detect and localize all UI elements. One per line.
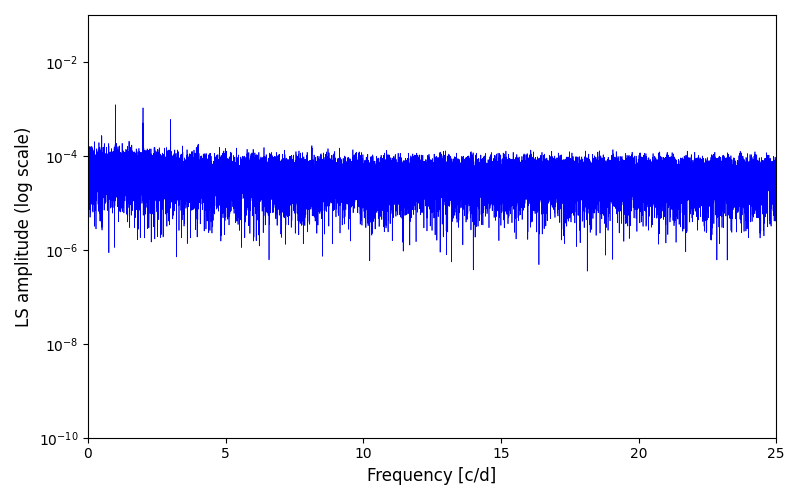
X-axis label: Frequency [c/d]: Frequency [c/d] (367, 467, 497, 485)
Y-axis label: LS amplitude (log scale): LS amplitude (log scale) (15, 126, 33, 326)
